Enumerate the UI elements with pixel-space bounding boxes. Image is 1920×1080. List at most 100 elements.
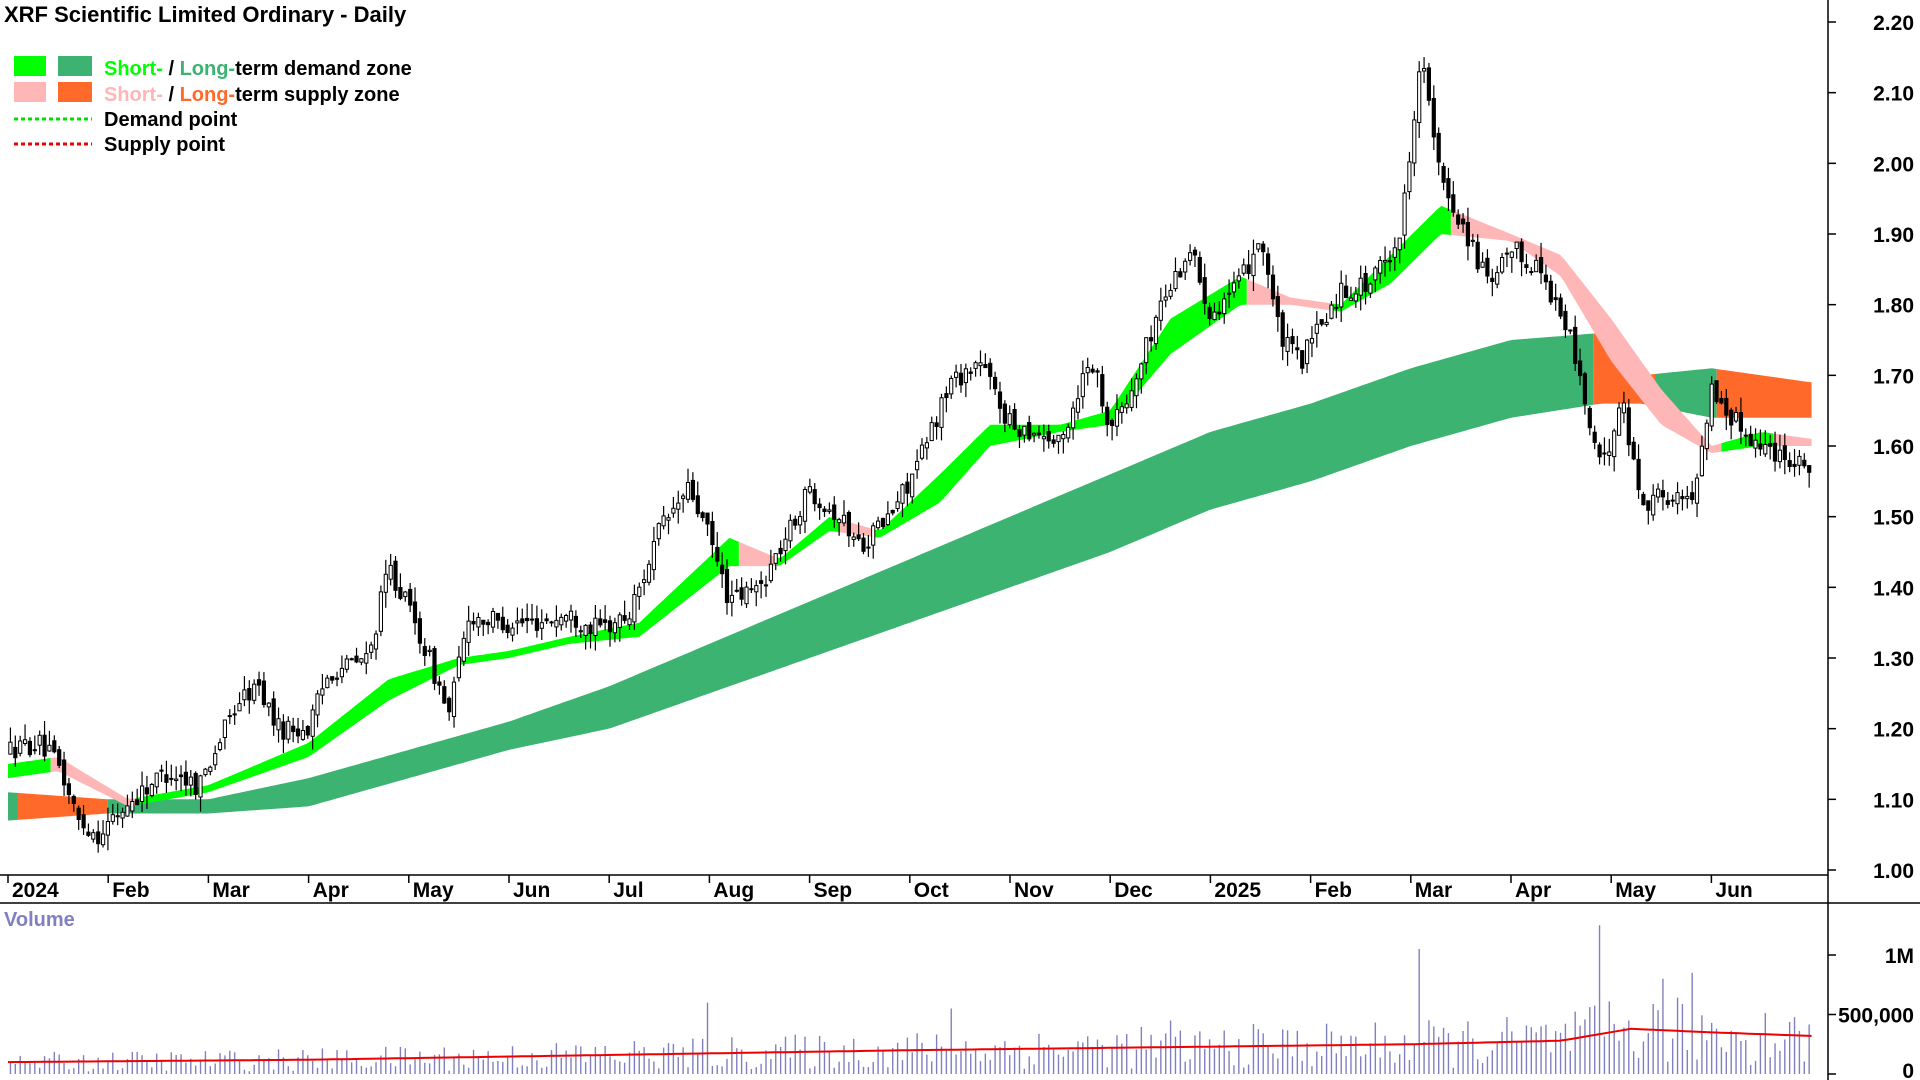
candle-body [422,646,427,656]
candle-body [685,482,691,500]
time-tick-label: 2025 [1214,879,1261,902]
candle-body [96,831,101,845]
candle-body [1612,430,1617,458]
candle-body [1685,495,1690,500]
candle-body [1153,316,1159,345]
candle-body [261,680,266,705]
candle-body [408,588,413,606]
candle-body [754,585,759,593]
candle-body [198,775,203,798]
candle-body [1110,420,1115,426]
candle-body [349,658,354,661]
candle-body [1719,398,1724,404]
candle-body [876,520,881,529]
candle-body [1295,347,1300,351]
candle-body [203,768,208,776]
candle-body [1217,311,1222,315]
candle-body [456,656,461,679]
candle-body [988,362,993,377]
candle-body [105,821,111,836]
candle-body [320,688,325,696]
candle-body [827,509,832,512]
candle-body [1758,443,1763,450]
candle-body [676,502,681,510]
candle-body [939,397,944,428]
candle-body [944,393,949,399]
candle-body [1451,194,1456,213]
candle-body [1246,264,1251,274]
candle-body [1690,492,1695,501]
candle-body [86,831,91,836]
candle-body [1344,285,1349,299]
volume-panel: Volume [4,909,1812,1074]
candle-body [1022,425,1027,436]
short-zone-8 [1332,205,1451,312]
candle-body [8,741,13,755]
candle-body [837,519,842,524]
candle-body [763,584,769,587]
price-tick-label: 1.30 [1873,648,1914,671]
candle-body [1202,277,1207,304]
time-tick-label: 2024 [12,879,59,902]
long-zone-2 [107,333,1594,814]
candle-body [1124,403,1129,409]
candle-body [968,371,973,374]
candle-body [1646,500,1651,511]
candle-body [564,615,569,622]
candle-body [1514,241,1519,250]
candle-body [334,677,340,680]
candle-body [627,618,632,626]
candle-body [773,553,778,564]
candle-body [783,538,788,552]
price-tick-label: 1.00 [1873,860,1914,883]
legend-label-part: Short- [104,58,163,80]
candle-body [544,618,549,622]
short-zone-3 [738,541,777,567]
legend-swatch-short [14,56,46,76]
candle-body [515,620,520,624]
candle-body [1032,432,1037,436]
candle-body [271,698,276,726]
candle-body [1617,407,1622,436]
candle-body [1256,243,1261,250]
candle-body [1363,273,1368,292]
legend-label-part: Long- [180,58,236,80]
candle-body [656,523,661,540]
candle-body [525,617,530,622]
candle-body [188,776,193,786]
candle-body [529,618,535,621]
candle-body [1626,407,1631,446]
candle-body [1178,271,1183,278]
candle-body [1387,260,1393,263]
time-tick-label: Jun [1715,879,1752,902]
candle-body [1792,463,1797,467]
legend-label: Supply point [104,134,225,156]
candle-body [1192,249,1198,256]
candle-body [749,588,754,591]
candle-body [812,489,817,505]
candle-body [817,503,822,509]
candle-body [144,787,150,795]
candle-body [388,564,393,580]
candle-body [149,784,154,797]
candle-body [1787,460,1792,468]
candle-body [1251,253,1256,277]
candle-body [1504,252,1510,255]
candle-body [1041,436,1047,440]
candle-body [1753,439,1758,449]
time-tick-label: Dec [1114,879,1153,902]
volume-tick-label: 500,000 [1838,1005,1914,1028]
candle-body [193,772,198,795]
candle-body [583,624,588,636]
candle-body [373,633,379,650]
candle-body [486,621,491,626]
candle-body [954,371,959,378]
short-zone-7 [1246,279,1333,311]
candle-body [1149,337,1154,342]
candle-body [1665,500,1670,505]
candle-body [91,832,96,840]
candle-body [554,619,559,628]
candle-body [1509,251,1514,258]
